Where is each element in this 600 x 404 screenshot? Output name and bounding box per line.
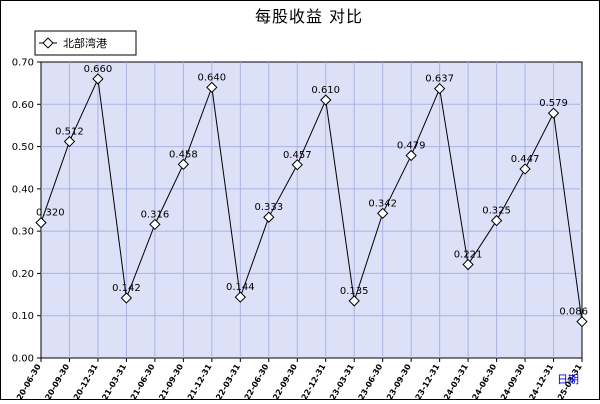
data-point-marker <box>92 73 104 85</box>
data-point-marker <box>377 207 389 220</box>
series-layer: 0.320 0.512 0.660 0.142 0.316 0.458 0.640 0.144… <box>35 64 588 328</box>
x-tick-label: 2022-03-31 <box>209 362 243 399</box>
data-point-marker <box>120 292 133 304</box>
data-label: 0.142 <box>112 283 141 294</box>
x-tick-label: 2023-03-31 <box>323 362 357 399</box>
y-tick-label: 0.20 <box>12 269 34 280</box>
data-point-marker <box>320 94 332 106</box>
legend-label: 北部湾港 <box>63 36 107 50</box>
data-point-marker <box>149 218 161 231</box>
data-label: 0.457 <box>283 150 312 161</box>
data-point-marker <box>206 81 218 94</box>
data-label: 0.637 <box>425 74 454 85</box>
x-tick-label: 2023-12-31 <box>408 362 442 399</box>
data-label: 0.660 <box>84 64 113 75</box>
data-point-marker <box>63 135 76 148</box>
x-tick-label: 2024-06-30 <box>465 362 499 399</box>
data-point-marker <box>177 158 190 170</box>
y-tick-label: 0.10 <box>12 311 34 322</box>
data-label: 0.135 <box>340 286 369 297</box>
data-point-marker <box>433 82 446 95</box>
x-tick-label: 2020-06-30 <box>9 362 43 399</box>
plot-area <box>40 61 583 359</box>
y-tick-label: 0.30 <box>12 227 34 238</box>
data-label: 0.325 <box>482 206 511 217</box>
data-point-marker <box>547 107 560 119</box>
y-axis-ticks: 0.00 0.10 0.20 0.30 0.40 0.50 0.60 0.70 <box>12 58 41 365</box>
data-point-marker <box>576 315 588 328</box>
x-tick-label: 2021-03-31 <box>95 362 129 399</box>
data-point-marker <box>490 214 503 227</box>
data-label: 0.342 <box>368 198 397 209</box>
data-label: 0.320 <box>36 208 65 219</box>
y-tick-label: 0.00 <box>12 354 34 365</box>
y-tick-label: 0.60 <box>12 100 34 111</box>
chart-title: 每股收益 对比 <box>255 7 363 26</box>
data-label: 0.316 <box>141 209 170 220</box>
legend-diamond-icon <box>42 37 54 49</box>
data-label: 0.144 <box>226 282 255 293</box>
data-point-marker <box>234 291 246 303</box>
x-tick-label: 2021-09-30 <box>152 362 186 399</box>
x-tick-label: 2024-12-31 <box>522 362 556 399</box>
data-label: 0.086 <box>559 307 588 318</box>
data-point-marker <box>291 159 303 171</box>
x-tick-label: 2022-12-31 <box>294 362 328 399</box>
data-label: 0.447 <box>511 154 540 165</box>
x-tick-label: 2020-09-30 <box>38 362 72 399</box>
data-label: 0.221 <box>454 250 483 261</box>
legend[interactable]: 北部湾港 <box>34 30 137 56</box>
x-tick-label: 2021-06-30 <box>123 362 157 399</box>
data-point-marker <box>348 295 360 307</box>
x-tick-label: 2023-06-30 <box>351 362 385 399</box>
data-label: 0.333 <box>254 202 283 213</box>
x-tick-label: 2021-12-31 <box>180 362 214 399</box>
data-label: 0.458 <box>169 149 198 160</box>
series-line <box>40 77 583 322</box>
x-tick-label: 2024-03-31 <box>436 362 470 399</box>
data-label: 0.610 <box>311 85 340 96</box>
y-tick-label: 0.40 <box>12 184 34 195</box>
data-label: 0.479 <box>397 140 426 151</box>
data-label: 0.640 <box>198 72 227 83</box>
data-point-marker <box>263 211 275 223</box>
x-tick-label: 2023-09-30 <box>380 362 414 399</box>
y-tick-label: 0.50 <box>12 142 34 153</box>
data-label: 0.512 <box>55 126 84 137</box>
x-tick-label: 2020-12-31 <box>66 362 100 399</box>
data-point-marker <box>405 149 417 162</box>
x-tick-label: 2022-09-30 <box>266 362 300 399</box>
data-label: 0.579 <box>539 98 568 109</box>
data-point-marker <box>35 217 47 229</box>
x-axis-ticks: 2020-06-302020-09-302020-12-312021-03-31… <box>9 358 584 404</box>
data-point-marker <box>462 258 474 271</box>
x-axis-label: 日期 <box>557 373 579 386</box>
y-tick-label: 0.70 <box>12 58 34 69</box>
x-tick-label: 2024-09-30 <box>493 362 527 399</box>
grid-lines <box>41 62 582 358</box>
data-point-marker <box>519 163 531 175</box>
x-tick-label: 2022-06-30 <box>237 362 271 399</box>
